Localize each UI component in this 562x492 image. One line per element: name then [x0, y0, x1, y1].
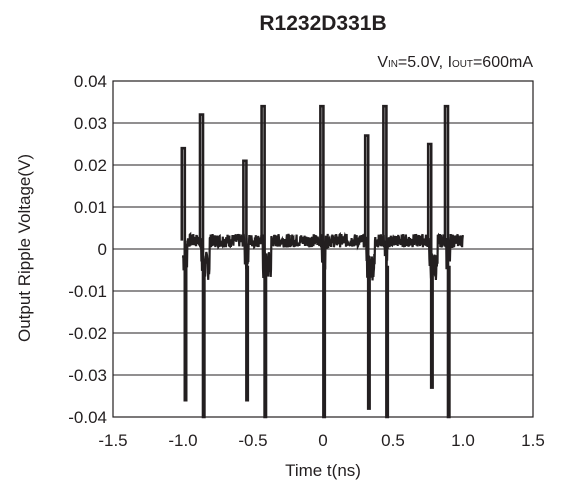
ripple-spike: [382, 104, 390, 419]
y-tick-label: -0.03: [68, 366, 107, 385]
y-tick-labels: 0.04 0.03 0.02 0.01 0 -0.01 -0.02 -0.03 -0.04: [68, 72, 107, 427]
chart-title: R1232D331B: [259, 12, 386, 35]
x-tick-label: -1.0: [168, 431, 197, 450]
y-tick-label: -0.02: [68, 324, 107, 343]
x-tick-label: 1.5: [521, 431, 545, 450]
ripple-spike: [198, 113, 206, 419]
x-tick-label: -1.5: [98, 431, 127, 450]
y-tick-label: -0.04: [68, 408, 107, 427]
y-tick-label: -0.01: [68, 282, 107, 301]
x-tick-label: 0.5: [381, 431, 405, 450]
y-tick-label: 0.02: [74, 156, 107, 175]
ripple-spike: [319, 104, 327, 419]
condition-i-rest: =600mA: [473, 54, 533, 71]
condition-v-sub: IN: [388, 59, 398, 70]
ripple-spike: [180, 146, 188, 402]
y-tick-label: 0: [98, 240, 107, 259]
ripple-spike: [363, 134, 371, 410]
plot-frame: [112, 80, 534, 418]
series-group: [180, 104, 465, 419]
y-tick-label: 0.01: [74, 198, 107, 217]
condition-i-main: I: [448, 54, 452, 71]
condition-i-sub: OUT: [452, 59, 473, 70]
ripple-spike: [260, 104, 268, 419]
x-tick-label: 1.0: [451, 431, 475, 450]
ripple-spike: [443, 104, 451, 419]
x-tick-label: 0: [318, 431, 327, 450]
ripple-spike: [242, 159, 250, 402]
y-axis-label: Output Ripple Voltage(V): [15, 154, 34, 342]
x-tick-label: -0.5: [238, 431, 267, 450]
condition-v-main: V: [377, 54, 388, 71]
ripple-spike: [426, 142, 434, 389]
x-tick-labels: -1.5 -1.0 -0.5 0 0.5 1.0 1.5: [98, 431, 544, 450]
condition-v-rest: =5.0V,: [398, 54, 448, 71]
condition-label: VIN=5.0V, IOUT=600mA: [377, 54, 533, 71]
y-tick-label: 0.03: [74, 114, 107, 133]
y-tick-label: 0.04: [74, 72, 107, 91]
x-axis-label: Time t(ns): [285, 461, 361, 480]
